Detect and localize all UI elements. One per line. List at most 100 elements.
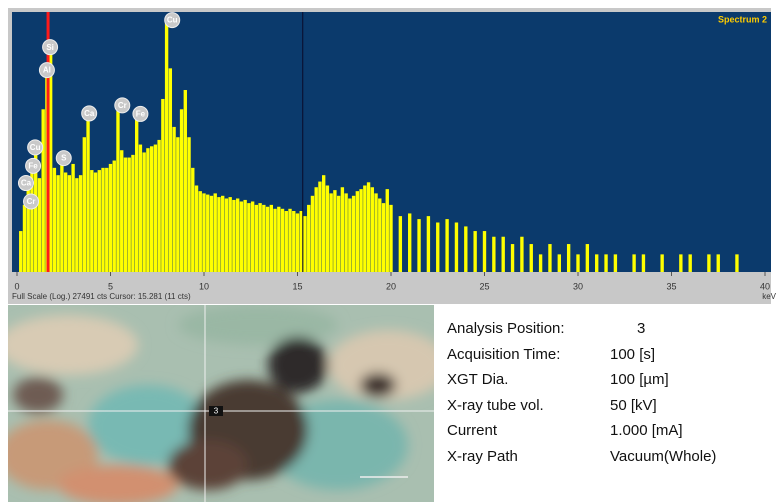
spectrum-bar <box>239 201 244 272</box>
spectrum-bar <box>288 208 292 272</box>
spectrum-bar <box>127 157 131 272</box>
spectrum-bar <box>340 187 345 272</box>
peak-marker <box>55 150 72 167</box>
spectrum-bar <box>381 203 386 272</box>
spectrum-bar <box>473 231 477 272</box>
x-tick-label: 15 <box>292 281 302 291</box>
spectrum-bar <box>707 254 711 272</box>
spectrum-bar <box>138 144 143 272</box>
info-label: Current <box>447 422 498 439</box>
spectrum-bar <box>520 236 524 272</box>
peak-marker <box>38 62 55 79</box>
spectrum-bar <box>374 193 378 272</box>
spectrum-bar <box>168 68 173 273</box>
peak-label: Ca <box>84 109 95 118</box>
spectrum-bar <box>93 172 98 272</box>
spectrum-bar <box>37 178 42 272</box>
peak-label: Cr <box>27 197 36 206</box>
spectrum-bar <box>34 152 38 272</box>
spectrum-bar <box>120 150 124 272</box>
spectrum-bar <box>52 167 57 272</box>
x-tick-label: 20 <box>386 281 396 291</box>
x-tick-label: 0 <box>14 281 19 291</box>
spectrum-bar <box>585 244 590 272</box>
spectrum-bar <box>325 185 330 272</box>
spectrum-bar <box>262 204 266 272</box>
spectrum-bar <box>344 193 348 272</box>
info-value: 50 [kV] <box>610 396 657 414</box>
spectrum-bar <box>123 157 128 272</box>
x-tick-label: 25 <box>479 281 489 291</box>
peak-marker <box>23 193 40 210</box>
spectrum-bar <box>191 167 195 272</box>
peak-label: Fe <box>28 161 38 170</box>
spectrum-bar <box>269 204 274 272</box>
x-tick-label: 5 <box>108 281 113 291</box>
spectrum-bar <box>310 195 315 272</box>
spectrum-bar <box>292 211 296 272</box>
spectrum-bar <box>71 163 75 272</box>
spectrum-bar <box>179 109 184 273</box>
spectrum-bar <box>221 195 225 272</box>
x-axis-label: keV <box>762 292 776 301</box>
spectrum-bar <box>454 222 459 272</box>
spectrum-bar <box>321 175 326 272</box>
spectrum-bar <box>112 160 116 272</box>
spectrum-bar <box>224 198 229 272</box>
spectrum-bar <box>176 137 180 272</box>
spectrum-bar <box>235 198 240 272</box>
peak-label: Cu <box>30 143 41 152</box>
x-tick-label: 35 <box>666 281 676 291</box>
spectrum-bar <box>277 206 281 272</box>
spectrum-bar <box>510 244 515 272</box>
spectrum-bar <box>336 195 341 272</box>
spectrum-bar <box>280 208 285 272</box>
spectrum-bar <box>78 175 83 272</box>
spectrum-bar <box>213 193 217 272</box>
spectrum-bar <box>314 187 318 272</box>
spectrum-bar <box>142 152 146 272</box>
x-tick-label: 30 <box>573 281 583 291</box>
spectrum-bar <box>187 137 191 272</box>
peak-marker <box>132 105 149 122</box>
spectrum-bar <box>265 206 270 272</box>
footer: Full Scale (Log.) 27491 cts Cursor: 15.2… <box>12 292 191 301</box>
spectrum-bar <box>206 194 210 272</box>
spectrum-bar <box>116 111 120 272</box>
spectrum-bar <box>363 185 367 272</box>
spectrum-bar <box>613 254 618 272</box>
spectrum-bar <box>426 216 431 272</box>
spectrum-bar <box>194 185 199 272</box>
spectrum-bar <box>172 126 176 272</box>
spectrum-bar <box>82 137 87 272</box>
spectrum-bar <box>295 213 300 272</box>
info-value: Vacuum(Whole) <box>610 447 717 465</box>
info-label: X-ray Path <box>447 447 518 465</box>
spectrum-bar <box>183 90 187 272</box>
peak-label: S <box>61 154 67 163</box>
spectrum-bar <box>333 190 337 272</box>
peak-marker <box>81 105 98 122</box>
spectrum-bar <box>398 216 403 272</box>
info-value: 100 [µm] <box>610 371 669 388</box>
peak-label: Al <box>43 66 51 75</box>
spectrum-bar <box>149 146 154 272</box>
peak-marker <box>42 39 59 56</box>
x-tick-label: 40 <box>760 281 770 291</box>
spectrum-bar <box>366 182 371 272</box>
info-label: XGT Dia. <box>447 371 509 388</box>
spectrum-bar <box>22 204 27 272</box>
spectrum-bar <box>355 191 360 272</box>
spectrum-bar <box>529 244 533 272</box>
spectrum-bar <box>19 231 23 272</box>
spectrum-bar <box>105 167 109 272</box>
spectrum-bar <box>90 170 94 272</box>
spectrum-bar <box>538 254 543 272</box>
spectrum-bar <box>389 204 393 272</box>
spectrum-bar <box>63 172 68 272</box>
peak-marker <box>27 139 44 156</box>
info-label: Acquisition Time: <box>447 345 561 363</box>
spectrum-bar <box>576 254 580 272</box>
spectrum-chart: Spectrum 2 Full Scale (Log.) 27491 cts C… <box>8 8 777 304</box>
